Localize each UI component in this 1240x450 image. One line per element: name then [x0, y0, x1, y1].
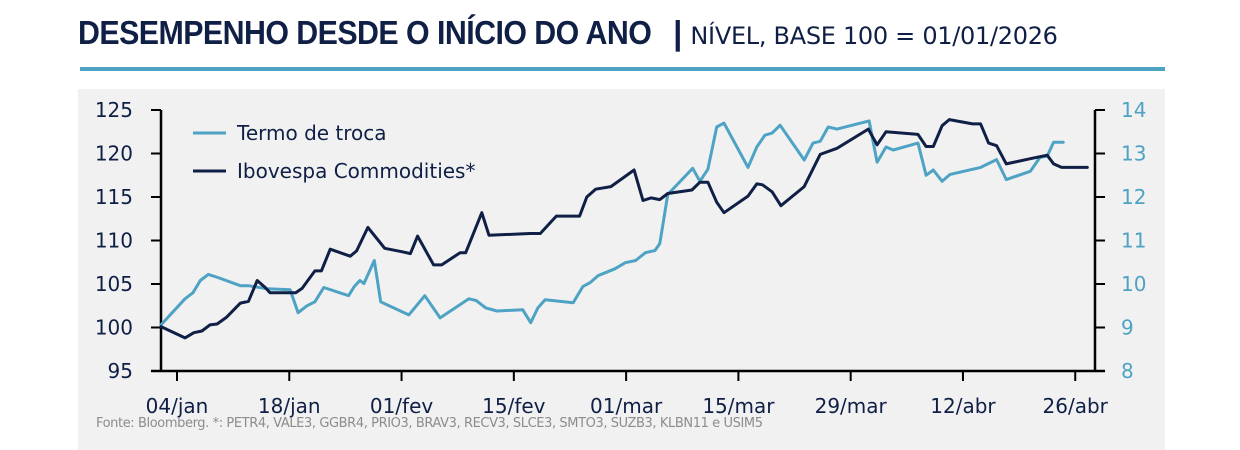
x-axis-tick-label: 04/jan — [146, 394, 209, 418]
series-layer — [159, 118, 1089, 340]
x-axis-tick-label: 01/mar — [590, 394, 663, 418]
x-axis-tick-label: 26/abr — [1043, 394, 1109, 418]
x-axis-tick-label: 18/jan — [258, 394, 321, 418]
legend: Termo de troca Ibovespa Commodities* — [193, 121, 475, 183]
x-axis-tick-label: 15/fev — [482, 394, 546, 418]
left-axis-tick-label: 125 — [95, 98, 133, 122]
left-axis-tick-label: 120 — [95, 142, 133, 166]
right-axis-tick-label: 12 — [1121, 185, 1146, 209]
x-axis-tick-label: 15/mar — [702, 394, 775, 418]
right-axis-tick-label: 14 — [1121, 98, 1146, 122]
left-axis-tick-label: 95 — [108, 359, 133, 383]
left-axis-tick-label: 105 — [95, 272, 133, 296]
right-axis-tick-label: 9 — [1121, 316, 1134, 340]
right-axis-tick-label: 11 — [1121, 229, 1146, 253]
x-axis-tick-label: 29/mar — [815, 394, 888, 418]
legend-label: Ibovespa Commodities* — [237, 159, 475, 183]
chart-subtitle: NÍVEL, BASE 100 = 01/01/2026 — [690, 22, 1058, 50]
right-axis-tick-label: 10 — [1121, 272, 1146, 296]
title-separator: | — [673, 14, 683, 51]
series-line-termo-de-troca — [159, 119, 1065, 327]
right-axis-tick-label: 13 — [1121, 142, 1146, 166]
chart-panel — [78, 89, 1165, 450]
right-axis-tick-label: 8 — [1121, 359, 1134, 383]
source-note: Fonte: Bloomberg. *: PETR4, VALE3, GGBR4… — [96, 416, 763, 431]
left-axis-tick-label: 100 — [95, 316, 133, 340]
series-line-ibovespa-commodities — [159, 118, 1089, 340]
legend-label: Termo de troca — [236, 121, 387, 145]
left-axis-tick-label: 115 — [95, 185, 133, 209]
x-axis-tick-label: 01/fev — [370, 394, 434, 418]
x-axis-tick-label: 12/abr — [930, 394, 996, 418]
left-axis-tick-label: 110 — [95, 229, 133, 253]
chart-title: DESEMPENHO DESDE O INÍCIO DO ANO — [78, 14, 652, 51]
axes: 95 100 105 110 115 120 125 8 9 10 11 12 13 14 04/jan 18… — [95, 98, 1147, 418]
title-underline — [80, 67, 1165, 71]
chart-title-row: DESEMPENHO DESDE O INÍCIO DO ANO | NÍVEL… — [78, 14, 1058, 64]
